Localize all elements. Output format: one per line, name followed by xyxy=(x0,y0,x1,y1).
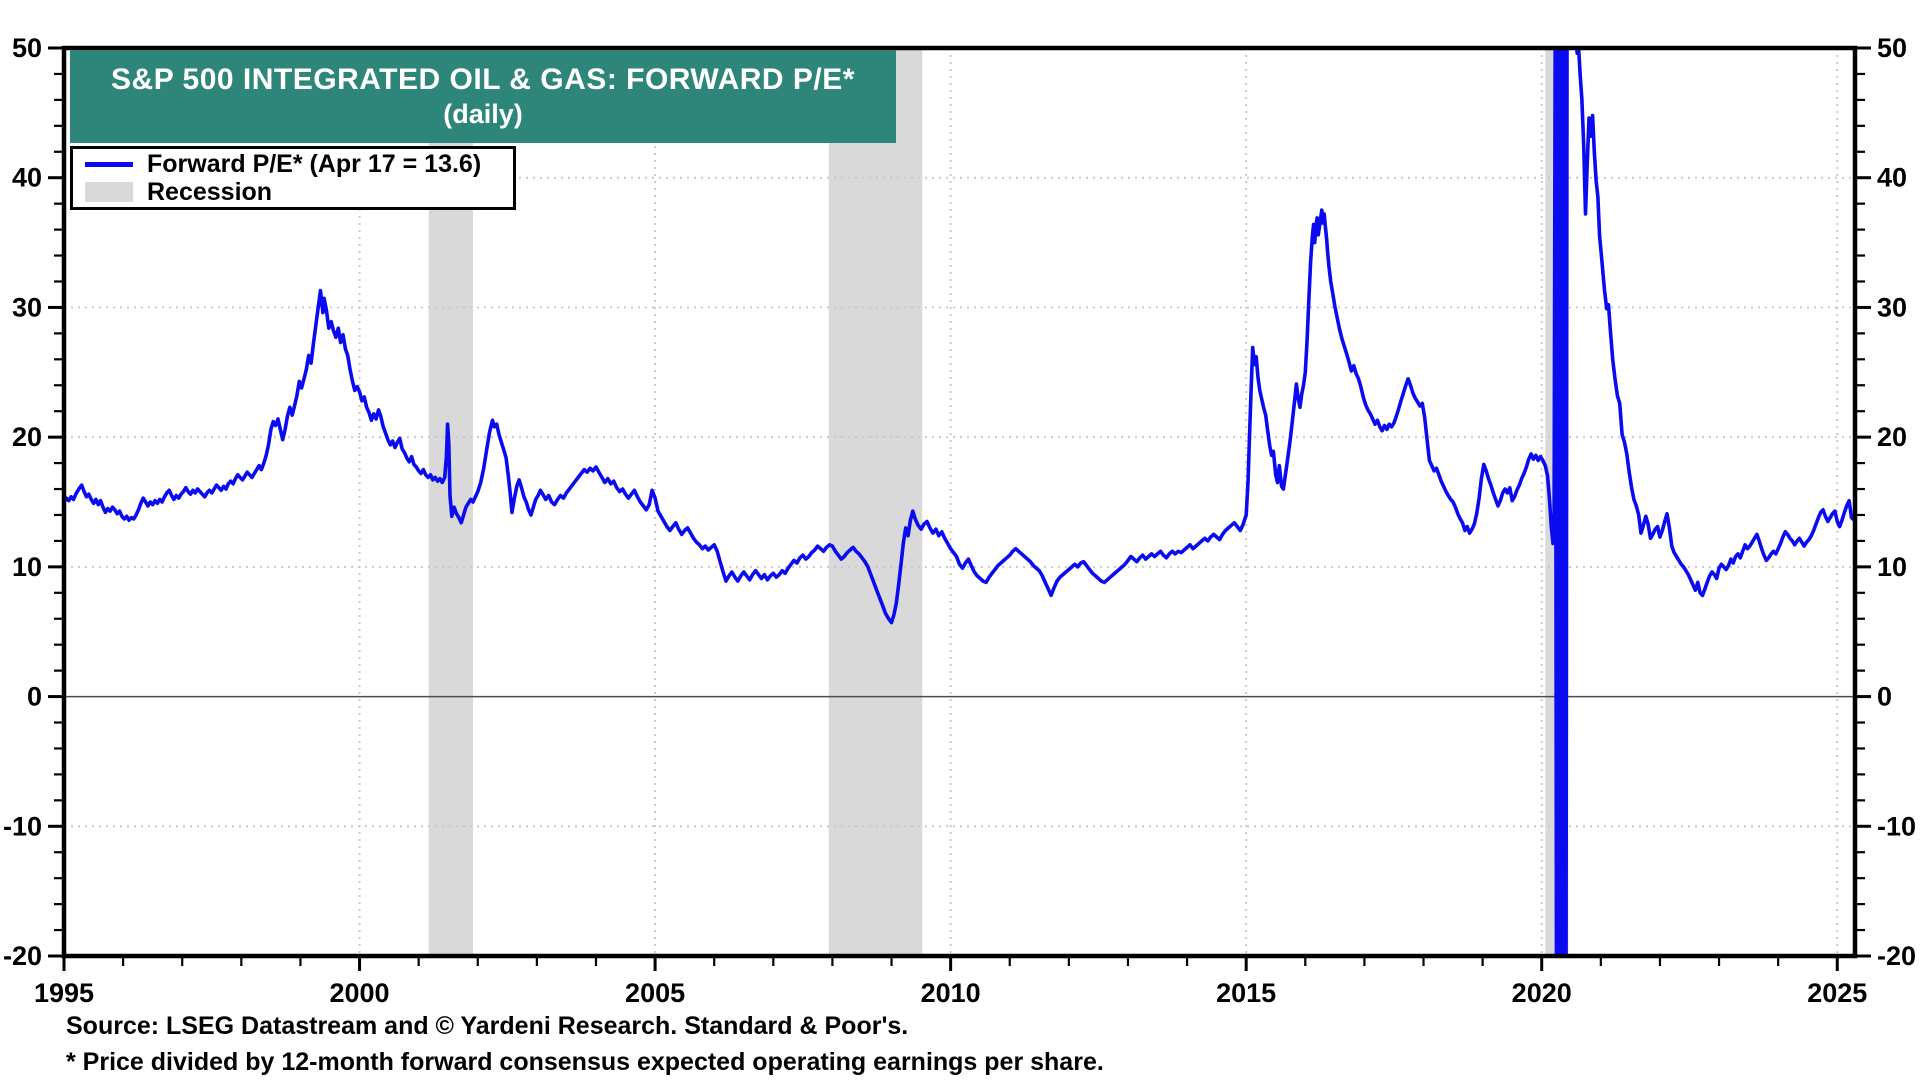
y-axis-label-right--20: -20 xyxy=(1877,941,1916,971)
y-axis-label-left--10: -10 xyxy=(3,811,42,841)
forward-pe-line xyxy=(66,50,1853,954)
y-axis-label-right-40: 40 xyxy=(1877,163,1907,193)
footnote-text: * Price divided by 12-month forward cons… xyxy=(66,1048,1104,1076)
chart-title-box: S&P 500 INTEGRATED OIL & GAS: FORWARD P/… xyxy=(70,50,896,143)
source-text: Source: LSEG Datastream and © Yardeni Re… xyxy=(66,1012,909,1040)
y-axis-label-right-20: 20 xyxy=(1877,422,1907,452)
legend: Forward P/E* (Apr 17 = 13.6) Recession xyxy=(70,146,516,210)
y-axis-label-left-0: 0 xyxy=(27,682,42,712)
recession-swatch xyxy=(85,182,133,202)
legend-row-recession: Recession xyxy=(85,177,513,206)
x-axis-label-2015: 2015 xyxy=(1216,978,1276,1008)
y-axis-label-right-0: 0 xyxy=(1877,682,1892,712)
x-axis-label-2000: 2000 xyxy=(330,978,390,1008)
y-axis-label-left-10: 10 xyxy=(12,552,42,582)
chart-subtitle: (daily) xyxy=(443,99,523,130)
x-axis-label-2020: 2020 xyxy=(1512,978,1572,1008)
y-axis-label-left-30: 30 xyxy=(12,292,42,322)
y-axis-label-right-30: 30 xyxy=(1877,292,1907,322)
plot-border xyxy=(61,45,1858,959)
y-axis-label-left--20: -20 xyxy=(3,941,42,971)
legend-row-series: Forward P/E* (Apr 17 = 13.6) xyxy=(85,149,513,178)
chart-title: S&P 500 INTEGRATED OIL & GAS: FORWARD P/… xyxy=(111,62,855,96)
y-axis-label-left-40: 40 xyxy=(12,163,42,193)
x-axis-label-2005: 2005 xyxy=(625,978,685,1008)
recession-band xyxy=(828,48,923,956)
x-axis-label-2010: 2010 xyxy=(921,978,981,1008)
series-legend-label: Forward P/E* (Apr 17 = 13.6) xyxy=(147,149,482,178)
recession-legend-label: Recession xyxy=(147,177,273,206)
y-axis-label-right-50: 50 xyxy=(1877,33,1907,63)
y-axis-label-left-20: 20 xyxy=(12,422,42,452)
y-axis-label-right--10: -10 xyxy=(1877,811,1916,841)
y-axis-label-left-50: 50 xyxy=(12,33,42,63)
series-line-swatch xyxy=(85,161,133,167)
x-axis-label-2025: 2025 xyxy=(1807,978,1867,1008)
y-axis-label-right-10: 10 xyxy=(1877,552,1907,582)
x-axis-label-1995: 1995 xyxy=(34,978,94,1008)
